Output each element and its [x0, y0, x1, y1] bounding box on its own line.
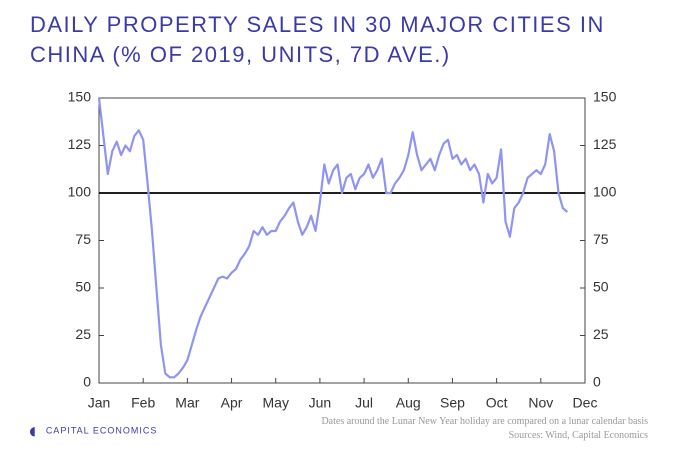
x-tick-label: Apr: [221, 395, 243, 411]
x-tick-label: May: [263, 395, 289, 411]
y2-tick-label: 25: [593, 326, 609, 342]
plot-frame: [98, 97, 586, 384]
x-tick-label: Nov: [528, 395, 553, 411]
y-tick-label: 100: [68, 184, 92, 200]
y-tick-label: 150: [68, 89, 92, 105]
logo-icon: ◐: [28, 418, 43, 443]
x-tick-label: Aug: [396, 395, 421, 411]
x-tick-label: Sep: [440, 395, 465, 411]
brand: ◐ CAPITAL ECONOMICS: [28, 418, 157, 444]
y2-tick-label: 50: [593, 279, 609, 295]
chart-source: Sources: Wind, Capital Economics: [508, 430, 648, 441]
y-tick-label: 50: [75, 279, 91, 295]
y2-tick-label: 100: [593, 184, 617, 200]
x-tick-label: Oct: [486, 395, 508, 411]
y2-tick-label: 75: [593, 231, 609, 247]
y-tick-label: 0: [83, 374, 91, 390]
chart-note: Dates around the Lunar New Year holiday …: [321, 416, 648, 427]
x-tick-label: Jan: [88, 395, 111, 411]
x-tick-label: Mar: [175, 395, 199, 411]
y2-tick-label: 125: [593, 136, 617, 152]
y2-tick-label: 150: [593, 89, 617, 105]
y-tick-label: 25: [75, 326, 91, 342]
x-tick-label: Jun: [309, 395, 332, 411]
brand-name: CAPITAL ECONOMICS: [45, 425, 158, 436]
y-tick-label: 75: [75, 231, 91, 247]
chart-title: DAILY PROPERTY SALES IN 30 MAJOR CITIES …: [30, 12, 605, 67]
x-tick-label: Jul: [355, 395, 373, 411]
data-line: [97, 97, 569, 379]
x-tick-label: Dec: [573, 395, 598, 411]
y-tick-label: 125: [68, 136, 92, 152]
x-tick-label: Feb: [131, 395, 155, 411]
y2-tick-label: 0: [593, 374, 601, 390]
